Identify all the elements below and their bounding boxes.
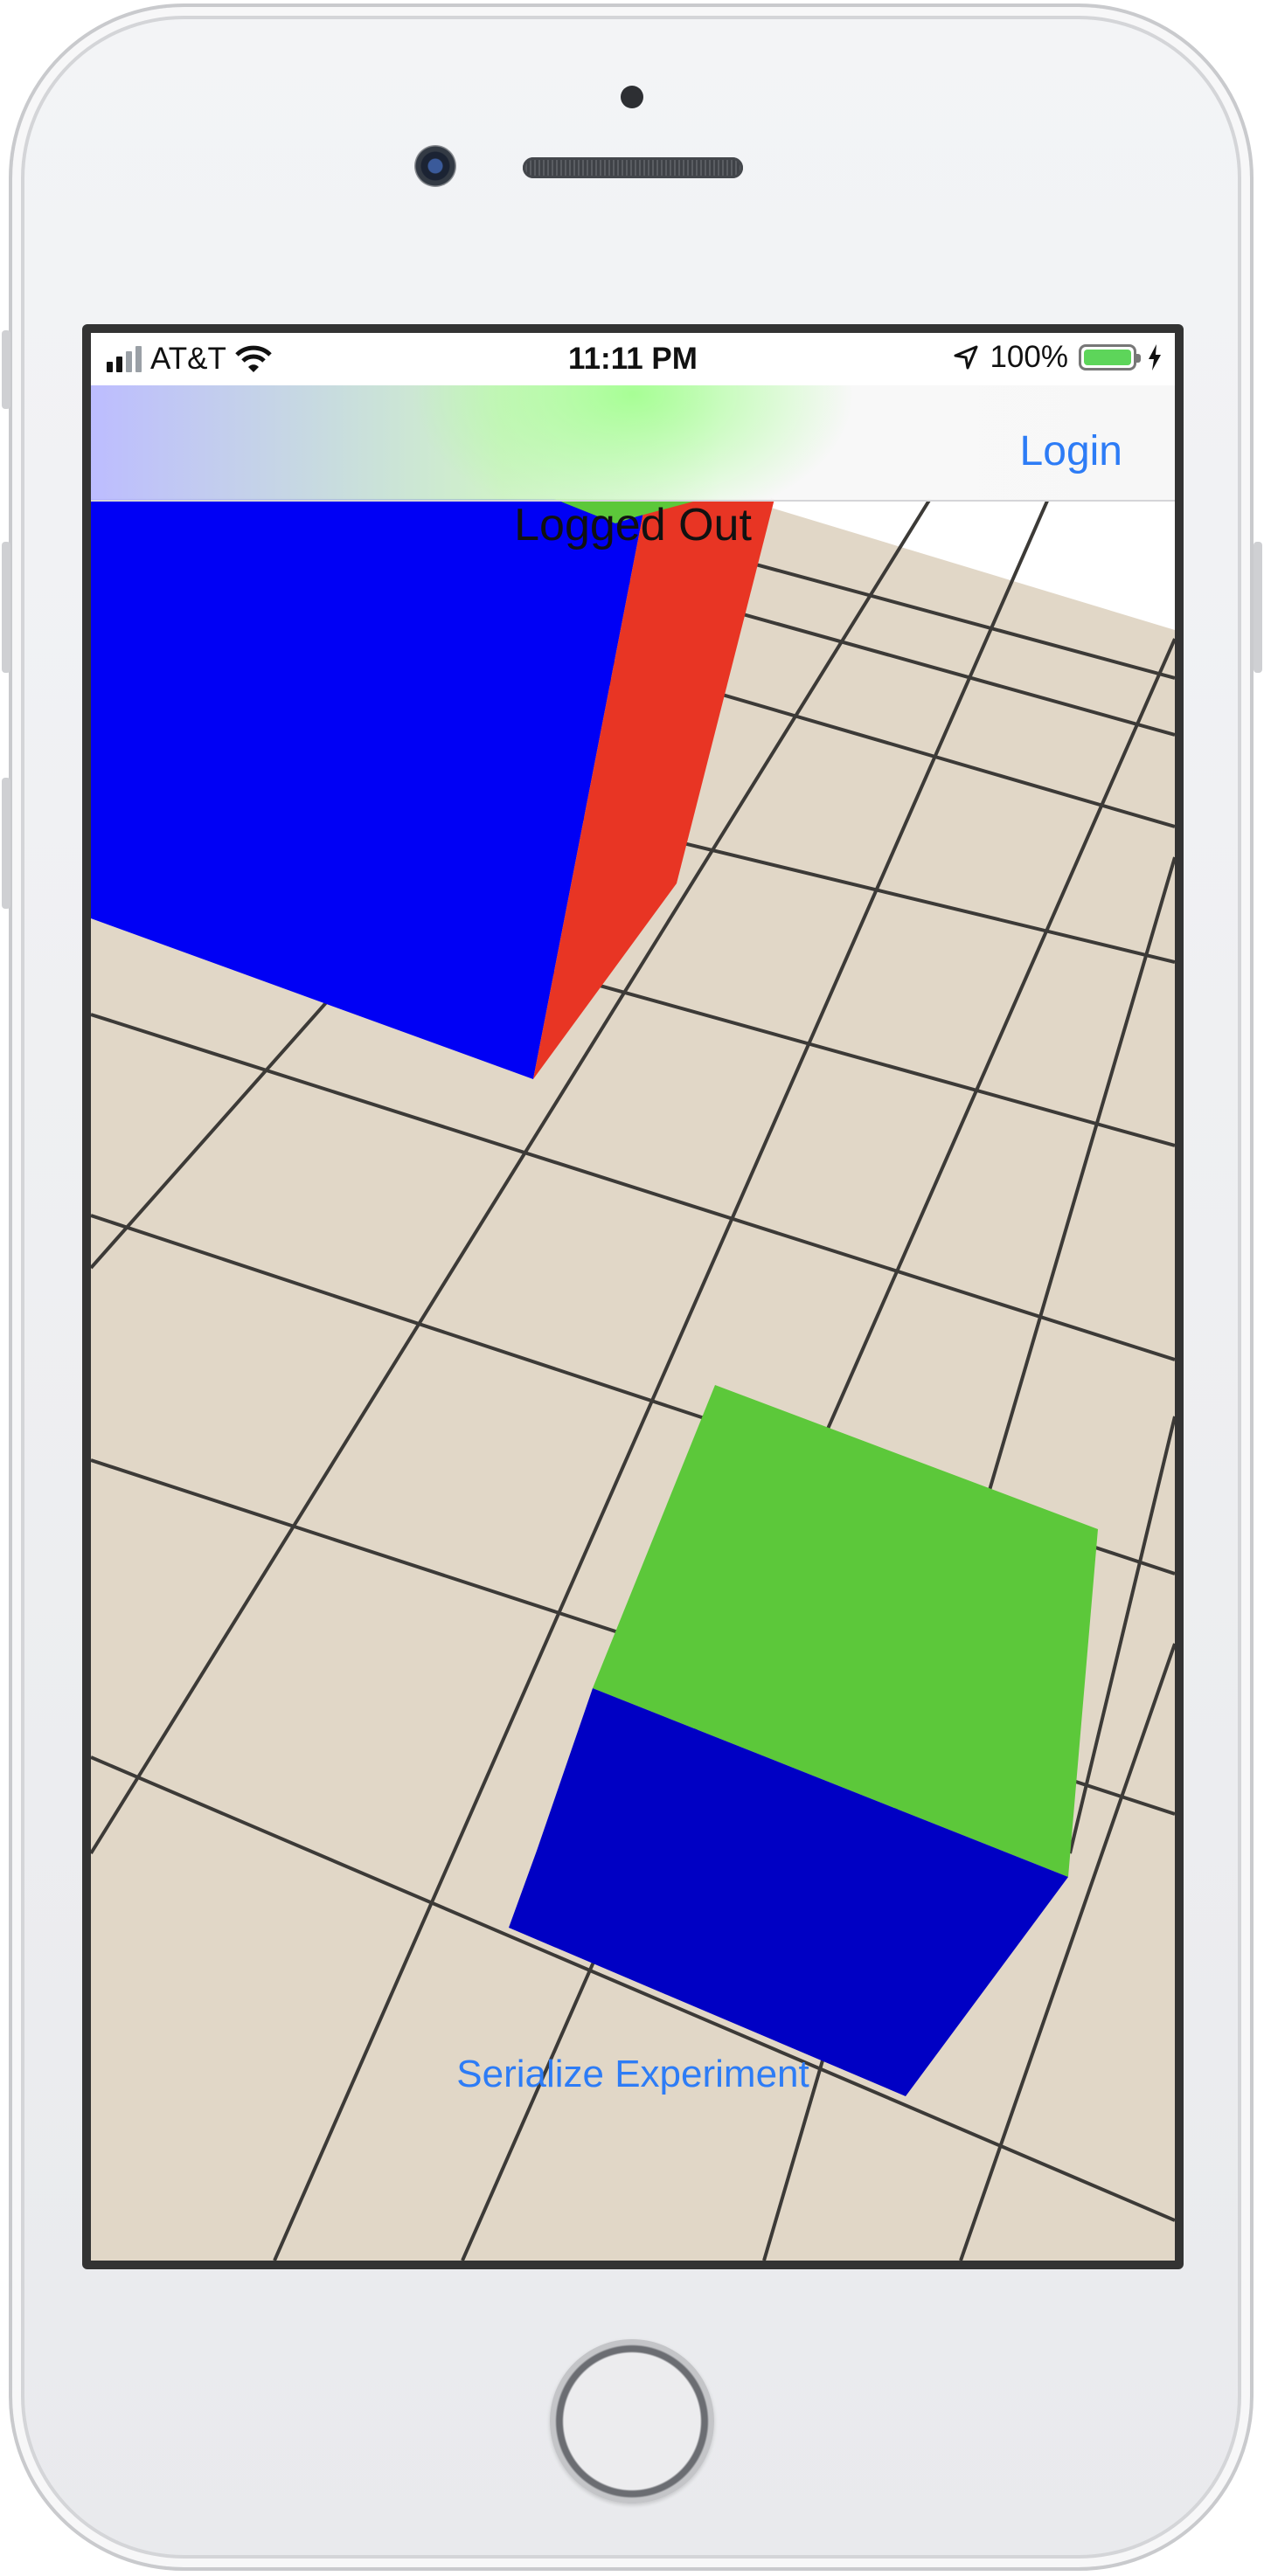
mute-switch bbox=[2, 330, 10, 409]
location-arrow-icon bbox=[954, 345, 978, 370]
proximity-sensor-icon bbox=[621, 86, 643, 108]
volume-down-button bbox=[2, 778, 10, 909]
volume-up-button bbox=[2, 542, 10, 673]
floor-grid-line bbox=[91, 497, 932, 1855]
cube-front-face-darkblue bbox=[509, 1688, 1068, 2096]
battery-level-fill bbox=[1084, 350, 1131, 365]
status-time: 11:11 PM bbox=[568, 342, 698, 376]
status-bar: AT&T 11:11 PM 100% bbox=[91, 333, 1175, 385]
floor-grid-line bbox=[959, 1643, 1175, 2261]
app-screen: AT&T 11:11 PM 100% Login Logged Out Seri… bbox=[91, 333, 1175, 2261]
status-right: 100% bbox=[953, 340, 1163, 375]
login-status-label: Logged Out bbox=[514, 500, 752, 551]
carrier-label: AT&T bbox=[150, 342, 226, 376]
wifi-icon bbox=[235, 345, 272, 372]
front-camera-icon bbox=[414, 145, 456, 187]
floor-grid-line bbox=[91, 1755, 1175, 2222]
earpiece-speaker-icon bbox=[523, 157, 743, 178]
cube-top-face-green bbox=[554, 499, 703, 523]
power-button bbox=[1254, 542, 1262, 673]
battery-percent: 100% bbox=[990, 340, 1068, 374]
login-button[interactable]: Login bbox=[1019, 428, 1122, 474]
cube-side-face-red bbox=[533, 499, 774, 1079]
serialize-experiment-button[interactable]: Serialize Experiment bbox=[91, 2053, 1175, 2096]
battery-icon bbox=[1079, 344, 1141, 370]
navigation-bar: Login bbox=[91, 385, 1175, 502]
floor-grid-line bbox=[1068, 1416, 1175, 1854]
signal-bars-icon bbox=[107, 346, 142, 372]
charging-bolt-icon bbox=[1149, 344, 1161, 370]
home-button-icon[interactable] bbox=[550, 2339, 714, 2503]
cube-top-face-green-2 bbox=[593, 1385, 1098, 1877]
status-left: AT&T bbox=[107, 342, 272, 377]
scene-3d-view[interactable] bbox=[91, 333, 1175, 2261]
floor-grid-line bbox=[91, 1013, 1175, 1361]
floor-grid-line bbox=[273, 498, 1050, 2261]
cube-front-face-blue bbox=[91, 499, 646, 1079]
